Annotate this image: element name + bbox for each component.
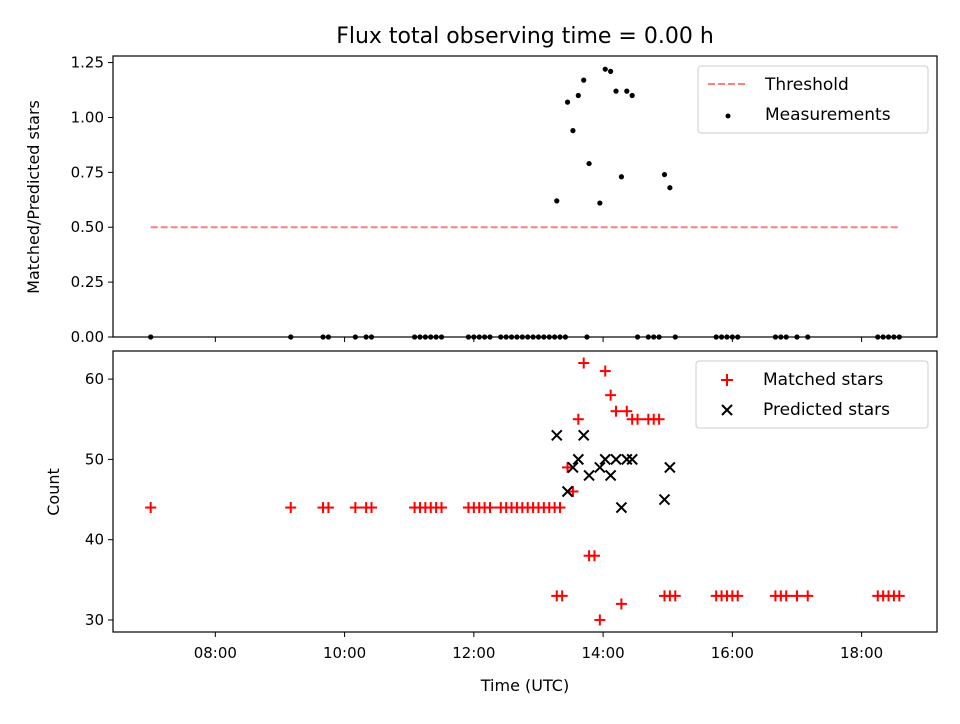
matched-star-point (802, 590, 814, 602)
matched-star-point (285, 502, 297, 514)
matched-star-point (556, 590, 568, 602)
predicted-star-point (594, 461, 606, 474)
matched-star-point (669, 590, 681, 602)
matched-star-point (780, 590, 792, 602)
matched-star-point (567, 486, 579, 497)
measurements-legend-label: Measurements (765, 105, 891, 125)
bottom-x-tick-label: 10:00 (323, 644, 366, 662)
bottom-axes-frame (112, 350, 938, 633)
predicted-star-point (572, 453, 585, 466)
predicted-star-point (599, 453, 611, 466)
bottom-y-tick-label: 50 (85, 450, 104, 468)
matched-star-point (436, 502, 448, 514)
matched-star-point (572, 413, 584, 425)
bottom-x-tick-label: 16:00 (711, 644, 754, 662)
predicted-star-point (583, 469, 595, 482)
predicted-star-point (567, 461, 579, 474)
measurement-point (575, 92, 581, 99)
matched-star-point (484, 502, 496, 514)
top-y-axis-label: Matched/Predicted stars (24, 100, 43, 294)
threshold-legend-label: Threshold (764, 75, 849, 95)
top-y-tick-label: 0.25 (71, 273, 104, 291)
predicted-star-point (577, 429, 590, 442)
matched-star-point (653, 413, 665, 425)
bottom-legend-box (695, 360, 929, 429)
matched-star-point (621, 405, 633, 417)
predicted-star-point (664, 461, 676, 474)
top-y-tick-label: 1.00 (71, 108, 104, 126)
top-y-tick-label: 0.00 (71, 328, 104, 346)
matched-stars-legend-swatch (721, 374, 733, 386)
top-legend-box (697, 65, 929, 134)
bottom-y-ticks: 30 40 50 60 (85, 370, 113, 629)
top-axes-frame (112, 55, 938, 338)
matched-star-point (599, 365, 611, 377)
bottom-y-tick-label: 40 (85, 531, 104, 549)
matched-star-point (594, 614, 606, 626)
matched-star-point (322, 502, 334, 514)
measurement-point (597, 200, 603, 206)
matched-star-point (578, 357, 590, 369)
matched-star-point (554, 502, 566, 514)
bottom-y-tick-label: 60 (85, 370, 104, 388)
predicted-star-point (561, 485, 574, 498)
top-y-tick-label: 0.75 (71, 163, 104, 181)
bottom-x-tick-label: 14:00 (581, 644, 624, 662)
predicted-star-point (658, 493, 671, 506)
matched-star-point (610, 405, 622, 417)
predicted-stars-legend-swatch (721, 404, 733, 416)
bottom-y-tick-label: 30 (85, 611, 104, 629)
predicted-star-point (615, 501, 628, 514)
measurement-point (586, 160, 592, 167)
top-y-ticks: 0.00 0.25 0.50 0.75 1.00 1.25 (71, 54, 113, 346)
top-y-tick-label: 1.25 (71, 54, 104, 72)
bottom-x-ticks: 08:00 10:00 12:00 14:00 16:00 18:00 (194, 632, 883, 662)
predicted-stars-legend-label: Predicted stars (763, 400, 890, 420)
matched-star-point (605, 389, 617, 401)
predicted-star-point (604, 469, 617, 482)
predicted-star-point (551, 429, 563, 442)
predicted-star-point (626, 453, 638, 466)
matched-star-point (366, 502, 378, 514)
bottom-y-axis-label: Count (44, 468, 63, 516)
matched-star-point (615, 598, 627, 610)
bottom-x-tick-label: 18:00 (840, 644, 883, 662)
measurements-legend-swatch (725, 113, 731, 119)
matched-star-point (145, 502, 157, 514)
top-x-ticks (214, 337, 863, 342)
measurement-point (564, 99, 571, 105)
measurement-point (661, 171, 668, 178)
matched-star-point (562, 461, 574, 473)
measurement-point (608, 68, 614, 74)
top-legend: Threshold Measurements (697, 65, 929, 134)
matched-star-point (632, 413, 644, 425)
measurement-point (629, 92, 635, 99)
bottom-legend: Matched stars Predicted stars (695, 360, 929, 429)
measurement-point (570, 128, 576, 134)
matched-star-point (588, 550, 600, 562)
measurement-point (618, 174, 625, 180)
x-axis-label: Time (UTC) (480, 676, 569, 695)
bottom-x-tick-label: 12:00 (452, 644, 495, 662)
top-y-tick-label: 0.50 (71, 218, 104, 236)
measurement-point (624, 88, 630, 94)
matched-star-point (893, 590, 905, 602)
matched-star-point (732, 590, 744, 602)
matched-stars-legend-label: Matched stars (763, 370, 883, 390)
measurement-point (667, 185, 673, 191)
measurement-point (581, 77, 587, 83)
chart-title: Flux total observing time = 0.00 h (336, 24, 714, 49)
matched-star-point (791, 590, 803, 602)
measurement-point (554, 198, 560, 204)
predicted-star-point (610, 453, 622, 466)
bottom-x-tick-label: 08:00 (194, 644, 237, 662)
matched-star-point (349, 502, 361, 514)
measurement-point (602, 66, 608, 72)
measurement-point (613, 88, 619, 94)
bottom-data-layer (145, 357, 905, 626)
